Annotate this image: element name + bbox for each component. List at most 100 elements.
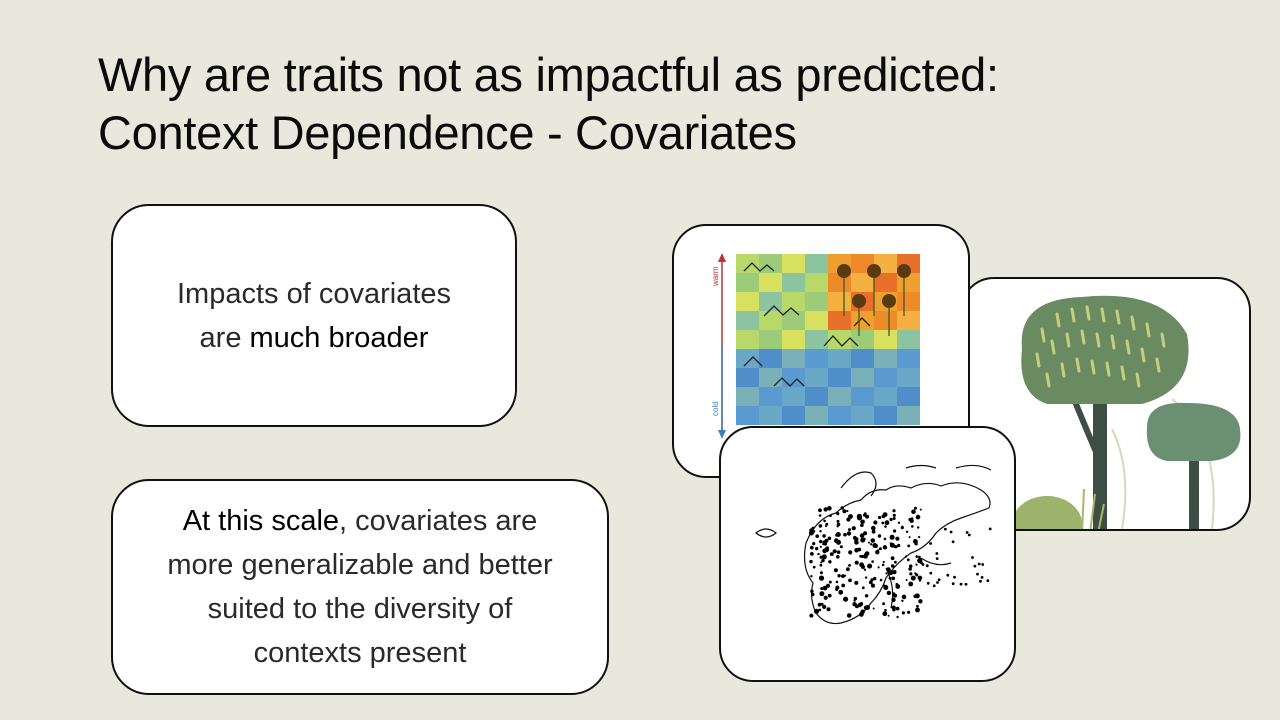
occurrence-dot xyxy=(909,565,913,568)
occurrence-dot xyxy=(810,589,814,593)
occurrence-dot xyxy=(913,539,918,544)
occurrence-dot xyxy=(818,524,823,528)
occurrence-dot xyxy=(914,572,917,575)
occurrence-dot xyxy=(882,611,888,617)
occurrence-dot xyxy=(944,527,947,531)
heatmap-cell xyxy=(805,292,828,311)
heatmap-cell xyxy=(782,330,805,349)
occurrence-dot xyxy=(915,514,921,520)
occurrence-dot xyxy=(886,590,892,596)
occurrence-dot xyxy=(915,563,918,566)
occurrence-dot xyxy=(883,585,889,590)
occurrence-dot xyxy=(882,560,885,564)
heatmap-cell xyxy=(736,254,759,273)
occurrence-dot xyxy=(937,578,941,582)
occurrence-dot xyxy=(834,549,837,552)
trees-illustration-icon xyxy=(1012,295,1241,529)
occurrence-dot xyxy=(892,513,896,517)
heatmap-cell xyxy=(782,349,805,368)
heatmap-cell xyxy=(874,406,897,425)
occurrence-dot xyxy=(818,508,822,513)
occurrence-dot xyxy=(846,531,852,536)
occurrence-dot xyxy=(873,576,877,581)
occurrence-dot xyxy=(884,520,890,526)
heatmap-cell xyxy=(897,406,920,425)
occurrence-dot xyxy=(862,514,866,517)
heatmap-cell xyxy=(805,368,828,387)
occurrence-dot xyxy=(920,561,923,565)
heatmap-cell xyxy=(828,311,851,330)
occurrence-dot xyxy=(823,507,828,512)
occurrence-dot xyxy=(856,513,862,519)
occurrence-dot xyxy=(882,602,885,606)
occurrence-dot xyxy=(865,605,870,610)
occurrence-dot xyxy=(815,534,819,538)
occurrence-dot xyxy=(895,606,900,611)
heatmap-cell xyxy=(759,254,782,273)
occurrence-dot xyxy=(878,515,882,520)
occurrence-dot xyxy=(914,506,917,510)
occurrence-dot xyxy=(818,514,822,517)
occurrence-dot xyxy=(860,609,865,614)
title-line-1: Why are traits not as impactful as predi… xyxy=(98,48,999,101)
occurrence-dot xyxy=(977,562,981,566)
occurrence-dot xyxy=(905,530,909,533)
occurrence-dot xyxy=(843,596,849,602)
occurrence-dot xyxy=(894,560,897,564)
occurrence-dot xyxy=(918,536,921,539)
occurrence-dot xyxy=(854,580,859,585)
occurrence-dot xyxy=(863,531,868,536)
warm-label: warm xyxy=(711,266,720,287)
occurrence-dot xyxy=(973,564,977,568)
occurrence-dot xyxy=(860,523,864,527)
heatmap-cell xyxy=(828,330,851,349)
occurrence-dot xyxy=(824,538,829,543)
occurrence-dot xyxy=(851,526,856,531)
occurrence-dot xyxy=(854,540,859,545)
occurrence-dot xyxy=(881,521,885,525)
occurrence-dot xyxy=(828,580,832,584)
occurrence-dot xyxy=(909,572,913,576)
heatmap-cell xyxy=(782,273,805,292)
occurrence-dot xyxy=(872,543,878,548)
heatmap-cell xyxy=(897,292,920,311)
occurrence-dot xyxy=(935,557,939,560)
occurrence-dot xyxy=(848,564,851,567)
occurrence-dot xyxy=(908,567,912,571)
occurrence-dot xyxy=(846,567,850,572)
occurrence-dot xyxy=(910,575,916,581)
occurrence-dot xyxy=(872,607,875,610)
occurrence-dot xyxy=(829,514,832,518)
heatmap-cell xyxy=(874,387,897,406)
occurrence-dot xyxy=(826,546,829,549)
occurrence-dot xyxy=(821,554,827,560)
occurrence-dot xyxy=(909,518,914,523)
occurrence-dot xyxy=(827,536,832,541)
occurrence-dot xyxy=(854,547,859,553)
occurrence-dot xyxy=(879,578,883,582)
occurrence-dot xyxy=(836,555,840,559)
occurrence-dot xyxy=(951,540,955,544)
occurrence-dot xyxy=(891,576,896,581)
occurrence-dot xyxy=(893,545,897,549)
heatmap-cell xyxy=(874,349,897,368)
occurrence-dot xyxy=(883,537,887,541)
heatmap-cell xyxy=(828,368,851,387)
occurrence-dot xyxy=(906,558,910,562)
occurrence-dot xyxy=(901,599,904,602)
occurrence-dot xyxy=(848,578,852,583)
heatmap-cell xyxy=(851,387,874,406)
occurrence-dot xyxy=(860,602,863,605)
heatmap-cell xyxy=(851,368,874,387)
occurrence-dot xyxy=(819,539,823,544)
occurrence-dot xyxy=(914,593,920,599)
occurrence-dot xyxy=(836,522,841,527)
occurrence-dot xyxy=(820,587,824,590)
occurrence-dot xyxy=(908,581,914,587)
heatmap-cell xyxy=(805,387,828,406)
occurrence-dot xyxy=(929,571,933,575)
heatmap-cell xyxy=(736,292,759,311)
occurrence-dot xyxy=(860,564,865,569)
box1-emphasis: much broader xyxy=(249,321,429,354)
box2-line3: suited to the diversity of xyxy=(207,593,513,625)
